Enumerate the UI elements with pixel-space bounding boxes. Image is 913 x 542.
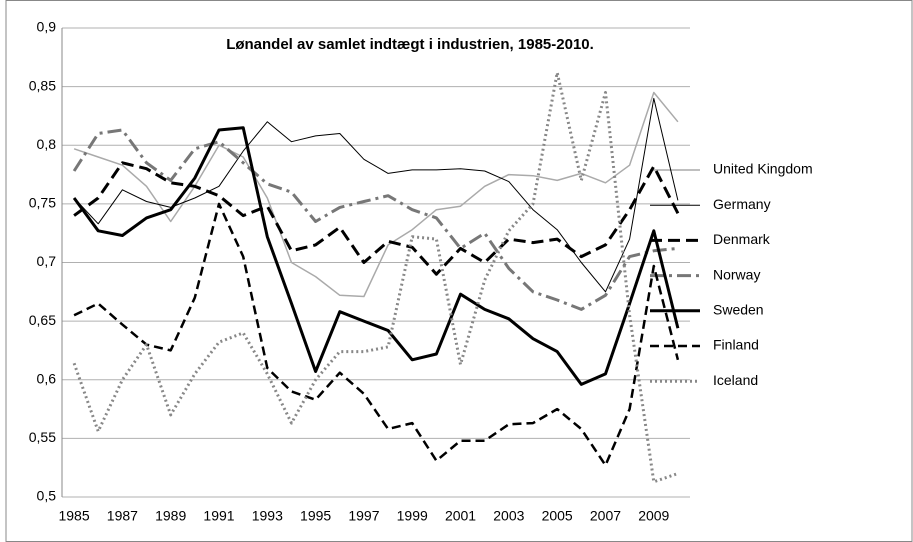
legend-label: Finland: [713, 337, 759, 353]
series-line: [72, 71, 679, 484]
series-line: [73, 161, 680, 276]
y-tick-label: 0,5: [37, 488, 57, 504]
x-tick-label: 1999: [397, 508, 428, 524]
y-tick-label: 0,85: [29, 77, 56, 93]
legend-label: Germany: [713, 196, 771, 212]
title-box: [140, 32, 680, 58]
series-line: [72, 126, 680, 386]
y-tick-label: 0,8: [37, 136, 57, 152]
y-tick-label: 0,75: [29, 195, 56, 211]
x-tick-label: 1991: [203, 508, 234, 524]
x-tick-label: 2005: [542, 508, 573, 524]
chart-frame: [5, 0, 913, 542]
x-tick-label: 2003: [493, 508, 524, 524]
series-line: [73, 202, 680, 467]
y-tick-label: 0,6: [37, 370, 57, 386]
y-tick-label: 0,55: [29, 429, 56, 445]
x-tick-label: 2009: [638, 508, 669, 524]
series-line: [72, 128, 679, 311]
y-tick-label: 0,65: [29, 312, 56, 328]
x-tick-label: 1997: [348, 508, 379, 524]
chart-title: Lønandel av samlet indtægt i industrien,…: [226, 36, 594, 53]
x-tick-label: 1985: [58, 508, 89, 524]
x-tick-label: 2007: [590, 508, 621, 524]
x-tick-label: 1993: [252, 508, 283, 524]
legend-label: Iceland: [713, 372, 758, 388]
x-tick-label: 1995: [300, 508, 331, 524]
x-tick-label: 1989: [155, 508, 186, 524]
x-tick-label: 1987: [107, 508, 138, 524]
series-line: [73, 91, 679, 298]
legend-label: Norway: [713, 266, 760, 282]
y-tick-label: 0,9: [37, 19, 57, 35]
legend-label: Sweden: [713, 302, 764, 318]
y-tick-label: 0,7: [37, 253, 57, 269]
legend-label: United Kingdom: [713, 161, 813, 177]
x-tick-label: 2001: [445, 508, 476, 524]
legend-label: Denmark: [713, 231, 771, 247]
